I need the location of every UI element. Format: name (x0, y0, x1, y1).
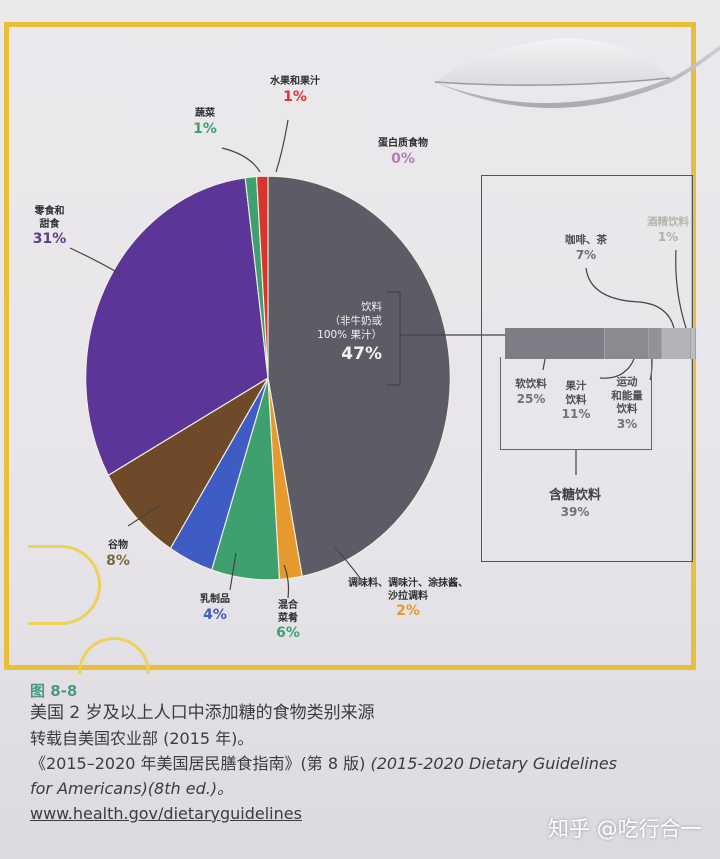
label-fruit-drinks: 果汁 饮料 11% (561, 380, 591, 422)
bar-segment (691, 328, 696, 359)
pie-slice (107, 377, 269, 550)
caption-title: 美国 2 岁及以上人口中添加糖的食物类别来源 (30, 703, 375, 723)
beverage-stacked-bar (505, 328, 696, 359)
label-condiments: 调味料、调味汁、涂抹酱、 沙拉调料 2% (348, 578, 468, 619)
pie-slice (255, 175, 269, 379)
figure-number: 图 8-8 (30, 682, 78, 700)
figure-caption: 图 8-8 美国 2 岁及以上人口中添加糖的食物类别来源 转载自美国农业部 (2… (30, 680, 710, 826)
label-mixed-dishes: 混合 菜肴 6% (276, 600, 300, 641)
label-beverages: 饮料 （非牛奶或 100% 果汁） 47% (317, 301, 382, 364)
label-fruit: 水果和果汁 1% (270, 76, 320, 105)
label-vegetables: 蔬菜 1% (193, 108, 217, 137)
sweetened-bracket (500, 357, 652, 450)
bar-segment (662, 328, 691, 359)
caption-source: 转载自美国农业部 (2015 年)。 (30, 729, 254, 748)
label-snacks-sweets: 零食和 甜食 31% (32, 206, 67, 247)
label-alcohol: 酒精饮料 1% (647, 216, 689, 244)
label-coffee-tea: 咖啡、茶 7% (565, 234, 607, 262)
sugar-spoon-illustration (434, 38, 720, 108)
decorative-arc (28, 545, 101, 625)
label-grains: 谷物 8% (106, 540, 130, 569)
watermark: 知乎 @吃行合一 (548, 817, 702, 841)
label-protein: 蛋白质食物 0% (378, 138, 428, 167)
pie-chart (69, 119, 687, 599)
pie-slice (85, 177, 269, 477)
caption-reference-cont: for Americans)(8th ed.)。 (30, 779, 234, 798)
label-sweetened-beverages: 含糖饮料 39% (548, 488, 601, 519)
caption-url-link[interactable]: www.health.gov/dietaryguidelines (30, 804, 302, 823)
pie-slice (267, 175, 451, 578)
bar-segment (649, 328, 663, 359)
bar-segment (505, 328, 605, 359)
label-sports-energy-drinks: 运动 和能量 饮料 3% (611, 376, 643, 431)
label-dairy: 乳制品 4% (200, 594, 230, 623)
bar-segment (604, 328, 650, 359)
beverage-breakdown-box (481, 175, 693, 562)
label-soft-drinks: 软饮料 25% (515, 378, 547, 406)
caption-reference: 《2015–2020 年美国居民膳食指南》(第 8 版) (2015-2020 … (30, 754, 618, 773)
